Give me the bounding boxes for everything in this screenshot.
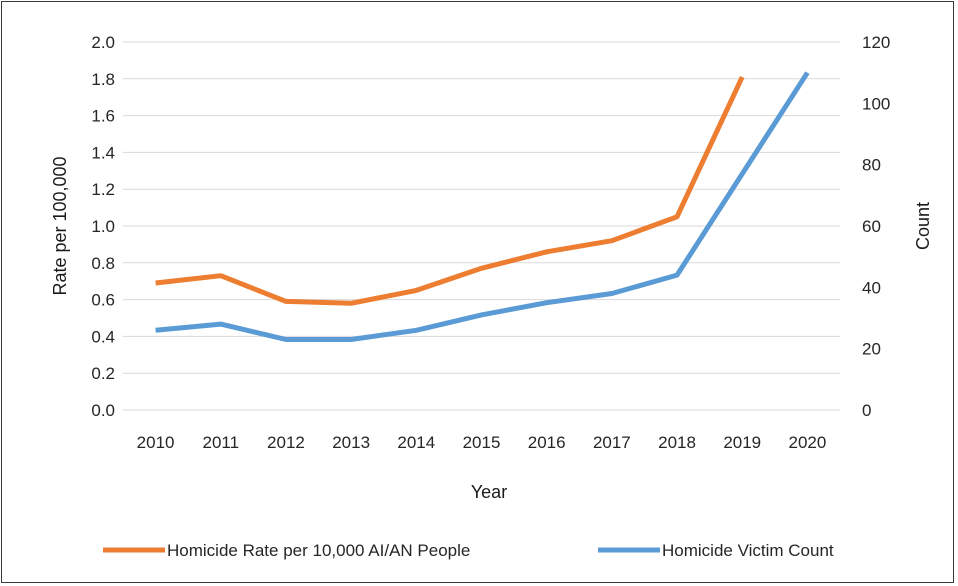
left-tick-label: 2.0 (91, 33, 115, 52)
x-tick-label: 2011 (202, 433, 239, 452)
x-tick-label: 2014 (397, 433, 435, 452)
x-tick-label: 2018 (658, 433, 696, 452)
left-tick-label: 1.6 (91, 107, 115, 126)
x-tick-label: 2012 (267, 433, 305, 452)
x-tick-label: 2015 (463, 433, 501, 452)
x-tick-label: 2019 (723, 433, 761, 452)
legend-label-rate: Homicide Rate per 10,000 AI/AN People (167, 541, 470, 560)
left-tick-label: 0.8 (91, 254, 115, 273)
left-axis-ticks: 0.0 0.2 0.4 0.6 0.8 1.0 1.2 1.4 1.6 1.8 2.0 (91, 33, 115, 420)
x-tick-label: 2013 (332, 433, 370, 452)
left-tick-label: 0.4 (91, 327, 115, 346)
right-tick-label: 120 (862, 33, 890, 52)
right-axis-ticks: 0 20 40 60 80 100 120 (862, 33, 890, 420)
legend: Homicide Rate per 10,000 AI/AN People Ho… (103, 541, 834, 560)
x-tick-label: 2017 (593, 433, 631, 452)
legend-label-count: Homicide Victim Count (662, 541, 834, 560)
left-tick-label: 0.2 (91, 364, 115, 383)
right-tick-label: 40 (862, 278, 881, 297)
left-tick-label: 1.2 (91, 180, 115, 199)
right-tick-label: 20 (862, 340, 881, 359)
left-tick-label: 0.0 (91, 401, 115, 420)
x-tick-label: 2010 (137, 433, 175, 452)
y-axis-right-title: Count (913, 202, 933, 250)
right-tick-label: 60 (862, 217, 881, 236)
x-tick-label: 2020 (788, 433, 826, 452)
right-tick-label: 0 (862, 401, 871, 420)
x-tick-label: 2016 (528, 433, 566, 452)
left-tick-label: 1.8 (91, 70, 115, 89)
left-tick-label: 1.4 (91, 143, 115, 162)
right-tick-label: 100 (862, 94, 890, 113)
right-tick-label: 80 (862, 156, 881, 175)
gridlines (123, 41, 840, 411)
y-axis-left-title: Rate per 100,000 (50, 156, 70, 295)
series-line-homicide-rate (155, 75, 745, 306)
x-axis-ticks: 2010 2011 2012 2013 2014 2015 2016 2017 2018 2019… (137, 433, 827, 452)
series-line-victim-count (155, 71, 810, 342)
left-tick-label: 1.0 (91, 217, 115, 236)
x-axis-title: Year (471, 482, 507, 502)
left-tick-label: 0.6 (91, 291, 115, 310)
series-lines (155, 71, 810, 342)
